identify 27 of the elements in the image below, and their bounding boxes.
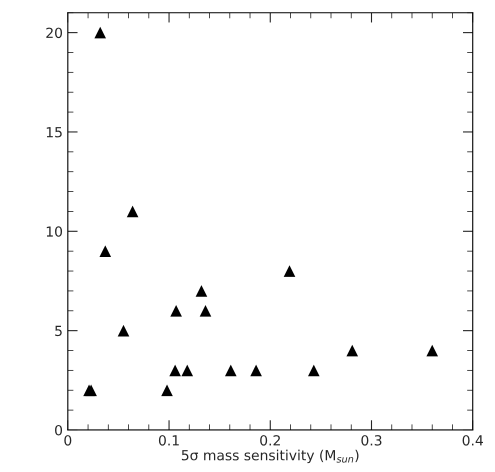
point [181,364,194,376]
x-tick-label: 0.3 [361,435,382,446]
point [169,364,181,376]
x-tick-label: 0.4 [462,435,483,446]
point [346,344,358,356]
point [94,26,106,38]
point [170,304,182,317]
x-axis-title: 5σ mass sensitivity (M$_{sun}$) [182,450,358,464]
point [200,304,212,317]
point [224,364,237,376]
y-tick-label: 15 [46,127,62,138]
point [250,364,262,376]
x-tick-label: 0.1 [158,435,179,446]
x-tick-label: 0 [64,435,72,446]
point [426,344,438,356]
x-tick-label: 0.2 [260,435,280,446]
point [118,324,130,336]
point [196,285,208,297]
y-tick-label: 20 [46,28,62,38]
point [308,364,320,376]
point [99,245,112,257]
y-tick-label: 10 [46,226,62,237]
point [161,384,173,396]
y-tick-label: 5 [55,326,62,336]
point [126,206,138,218]
point [284,265,296,277]
y-tick-label: 0 [55,424,62,436]
